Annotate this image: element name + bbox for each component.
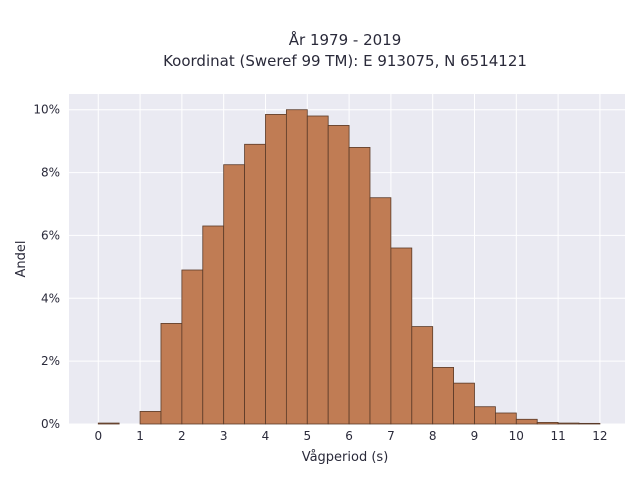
histogram-bar — [536, 422, 559, 425]
histogram-bar — [97, 422, 120, 425]
histogram-bar — [244, 143, 266, 425]
y-tick-label: 8% — [41, 166, 60, 180]
histogram-bar — [202, 225, 225, 425]
y-tick-label: 6% — [41, 228, 60, 242]
x-tick-label: 6 — [345, 429, 353, 443]
x-tick-label: 4 — [262, 429, 270, 443]
histogram-bar — [348, 147, 371, 425]
histogram-bar — [432, 367, 455, 425]
x-tick-label: 10 — [509, 429, 524, 443]
histogram-bar — [390, 247, 413, 425]
histogram-bar — [181, 269, 204, 425]
x-tick-label: 9 — [471, 429, 479, 443]
chart-title: År 1979 - 2019 — [289, 30, 402, 49]
y-tick-label: 2% — [41, 354, 60, 368]
x-tick-label: 5 — [303, 429, 311, 443]
histogram-bar — [578, 422, 601, 425]
histogram-bar — [474, 406, 496, 425]
histogram-bar — [557, 422, 580, 425]
x-tick-label: 3 — [220, 429, 228, 443]
x-axis-label: Vågperiod (s) — [302, 450, 389, 465]
bars — [97, 109, 601, 425]
histogram-bar — [411, 326, 434, 425]
histogram-bar — [327, 125, 350, 425]
histogram-bar — [515, 418, 538, 425]
y-tick-label: 4% — [41, 291, 60, 305]
x-tick-label: 8 — [429, 429, 437, 443]
histogram-bar — [265, 114, 287, 425]
histogram-bar — [495, 412, 517, 425]
x-tick-label: 7 — [387, 429, 395, 443]
x-tick-label: 1 — [136, 429, 144, 443]
y-axis-label: Andel — [14, 241, 29, 278]
histogram-bar — [306, 115, 329, 425]
histogram-bar — [139, 411, 162, 425]
histogram-bar — [223, 164, 245, 425]
chart-subtitle: Koordinat (Sweref 99 TM): E 913075, N 65… — [163, 52, 527, 70]
histogram-bar — [453, 382, 475, 425]
histogram-bar — [160, 323, 183, 425]
y-tick-label: 0% — [41, 417, 60, 431]
histogram-bar — [285, 109, 308, 425]
axis-ticks: 0 1 2 3 4 5 6 7 8 9 10 11 120%2%4%6%8%10% — [33, 103, 607, 443]
y-tick-label: 10% — [33, 103, 60, 117]
x-tick-label: 0 — [94, 429, 102, 443]
x-tick-label: 12 — [592, 429, 607, 443]
x-tick-label: 11 — [550, 429, 565, 443]
x-tick-label: 2 — [178, 429, 186, 443]
histogram-bar — [369, 197, 392, 425]
